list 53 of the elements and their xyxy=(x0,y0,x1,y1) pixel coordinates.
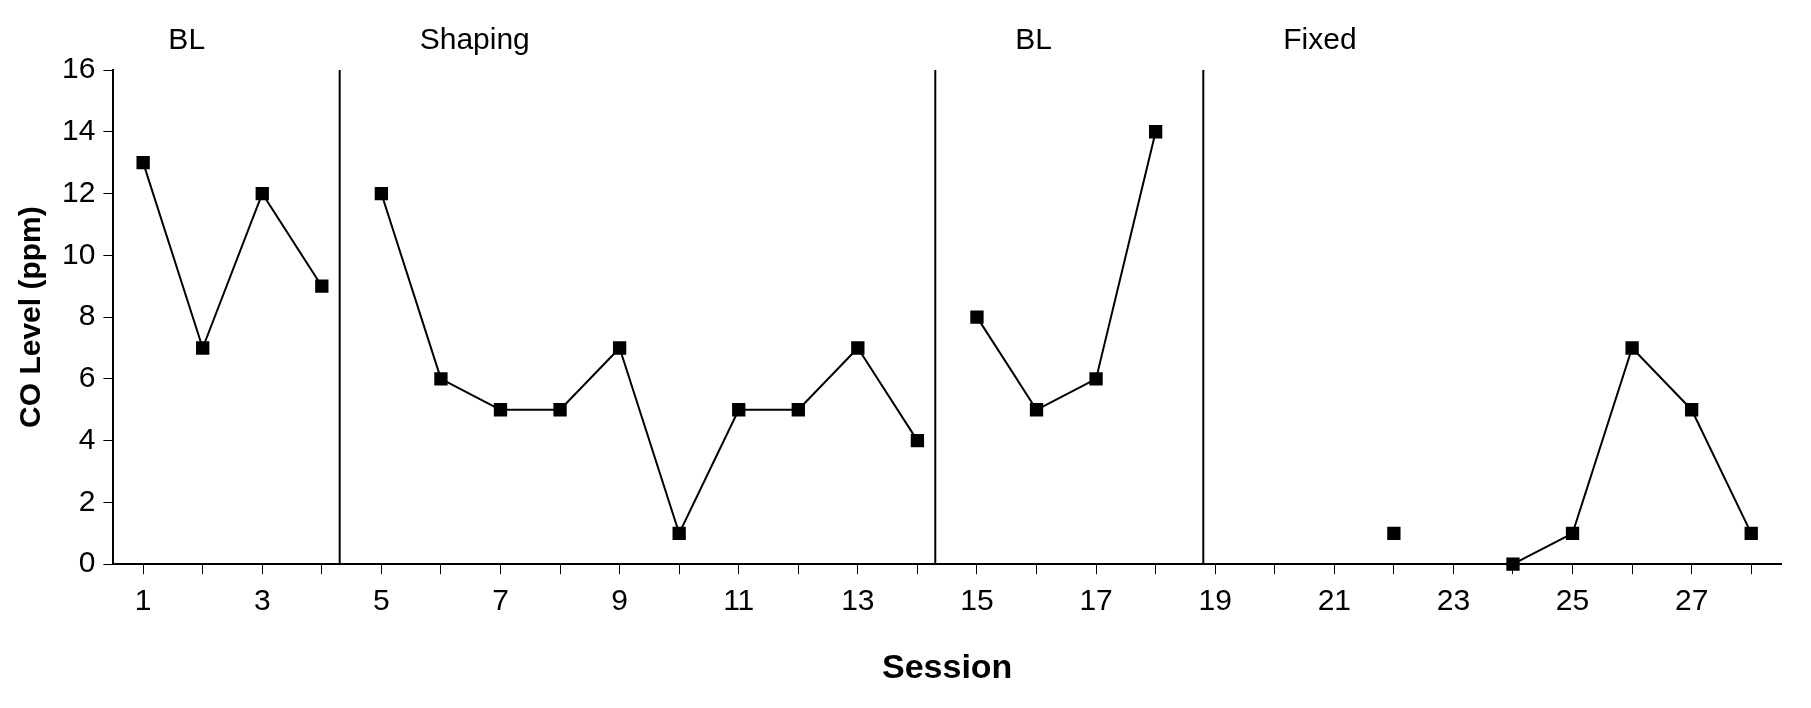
point xyxy=(732,403,746,417)
point xyxy=(1685,403,1699,417)
x-tick-label: 27 xyxy=(1674,583,1709,617)
point xyxy=(1089,372,1103,386)
point xyxy=(136,156,150,170)
point xyxy=(851,341,865,355)
ref-line-label: BL xyxy=(1015,22,1052,56)
x-tick-label: 3 xyxy=(253,583,271,617)
point xyxy=(374,186,389,201)
x-tick-label: 5 xyxy=(373,583,390,617)
y-tick-label: 6 xyxy=(78,360,96,394)
point xyxy=(1744,526,1758,540)
x-tick-label: 19 xyxy=(1198,583,1232,617)
point xyxy=(1029,403,1044,417)
point xyxy=(1625,341,1639,355)
x-tick-label: 11 xyxy=(723,583,755,617)
x-tick-label: 23 xyxy=(1436,583,1471,617)
y-tick-label: 14 xyxy=(61,113,96,147)
x-tick-label: 25 xyxy=(1555,583,1590,617)
y-tick-label: 2 xyxy=(78,483,96,517)
point xyxy=(315,279,329,293)
point xyxy=(255,186,269,201)
y-tick-label: 0 xyxy=(78,545,96,579)
x-tick-label: 17 xyxy=(1079,583,1113,617)
y-tick-label: 8 xyxy=(78,298,96,332)
y-tick-label: 16 xyxy=(61,51,96,85)
y-tick-label: 12 xyxy=(61,174,96,208)
point xyxy=(612,341,627,355)
point xyxy=(1148,125,1163,139)
y-axis-title: CO Level (ppm) xyxy=(13,206,47,428)
point xyxy=(553,403,567,417)
text: BL xyxy=(168,22,206,56)
x-tick-label: 21 xyxy=(1317,583,1351,617)
point xyxy=(1565,526,1580,540)
point xyxy=(672,526,686,540)
x-tick-label: 1 xyxy=(134,583,152,617)
ref-line-label: Shaping xyxy=(419,22,530,56)
point xyxy=(910,433,925,448)
x-tick-label: 7 xyxy=(492,583,509,617)
point xyxy=(196,341,210,355)
y-tick-label: 4 xyxy=(78,421,96,455)
point xyxy=(1387,526,1401,540)
x-axis-title: Session xyxy=(881,646,1013,685)
point xyxy=(493,403,508,417)
point xyxy=(1506,557,1520,571)
ref-line-label: Fixed xyxy=(1283,22,1357,56)
x-tick-label: 15 xyxy=(960,583,994,617)
y-tick-label: 10 xyxy=(61,236,96,270)
x-tick-label: 13 xyxy=(841,583,875,617)
x-tick-label: 9 xyxy=(611,583,628,617)
point xyxy=(434,372,448,386)
point xyxy=(970,310,984,324)
point xyxy=(791,403,805,417)
